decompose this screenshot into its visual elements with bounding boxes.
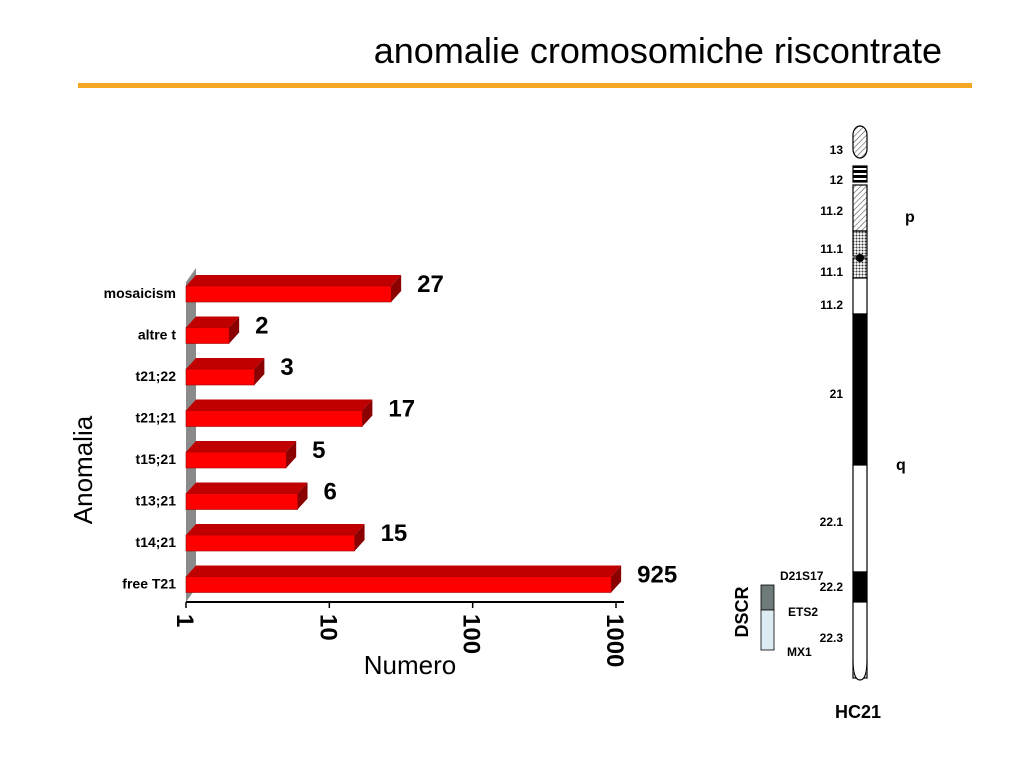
band-label: 13	[830, 143, 844, 157]
bar-top	[186, 399, 373, 411]
bar-side	[611, 565, 622, 593]
bar	[185, 451, 287, 469]
chromosome-band	[852, 313, 868, 466]
category-label: free T21	[122, 576, 176, 592]
chromosome-band	[852, 277, 868, 315]
data-label: 17	[388, 396, 415, 423]
category-label: t21;21	[136, 410, 177, 426]
bar	[185, 285, 392, 303]
data-label: 5	[312, 437, 325, 464]
band-label: 22.2	[820, 580, 844, 594]
chromosome-band	[852, 230, 868, 257]
data-label: 3	[280, 354, 293, 381]
data-label: 2	[255, 313, 268, 340]
bar-top	[186, 565, 622, 577]
bar	[185, 493, 298, 510]
category-label: mosaicism	[104, 285, 176, 301]
bar-side	[229, 316, 240, 344]
bar	[185, 327, 230, 344]
data-label: 925	[637, 562, 677, 589]
bar	[185, 368, 255, 386]
band-label: 21	[830, 387, 844, 401]
category-label: t14;21	[136, 534, 177, 550]
axis-wall	[186, 268, 196, 602]
bar-side	[362, 399, 373, 427]
bar-top	[186, 524, 365, 535]
bar-top	[186, 482, 308, 494]
band-label: 11.2	[820, 298, 843, 312]
bar	[185, 534, 355, 552]
chromosome-band	[852, 165, 868, 183]
bar-side	[254, 358, 265, 385]
bar-side	[297, 482, 308, 510]
band-label: 22.1	[820, 515, 844, 529]
bar-top	[186, 316, 240, 328]
x-tick-label: 10	[314, 614, 341, 641]
bar-side	[354, 524, 365, 551]
dscr-region-dark	[760, 584, 775, 611]
marker-label: MX1	[787, 645, 812, 659]
bar	[185, 410, 363, 427]
data-label: 6	[324, 479, 337, 506]
data-label: 27	[417, 271, 444, 298]
band-label: 22.3	[820, 631, 844, 645]
centromere	[856, 254, 864, 262]
category-label: altre t	[138, 327, 176, 343]
y-axis-title: Anomalia	[68, 415, 98, 524]
bar-top	[186, 358, 265, 369]
x-tick-label: 1	[171, 614, 198, 627]
arm-label-p: p	[905, 209, 915, 226]
x-tick-label: 100	[458, 614, 485, 654]
bar-top	[186, 441, 297, 452]
bar	[185, 576, 612, 593]
chromosome-band	[852, 184, 868, 232]
chromosome-name: HC21	[835, 702, 881, 722]
x-tick-label: 1000	[601, 614, 628, 667]
band-label: 12	[830, 173, 844, 187]
slide-title: anomalie cromosomiche riscontrate	[373, 30, 942, 71]
category-label: t21;22	[136, 368, 177, 384]
bar-side	[286, 441, 297, 468]
category-label: t13;21	[136, 493, 177, 509]
bar-top	[186, 275, 402, 286]
marker-label: D21S17	[780, 569, 824, 583]
marker-label: ETS2	[788, 605, 818, 619]
dscr-label: DSCR	[732, 586, 752, 637]
category-label: t15;21	[136, 451, 177, 467]
data-label: 15	[381, 520, 408, 547]
chromosome-band	[852, 125, 868, 159]
band-label: 11.2	[820, 204, 843, 218]
arm-label-q: q	[896, 457, 906, 474]
band-label: 11.1	[820, 265, 843, 279]
chromosome-band	[852, 464, 868, 573]
dscr-region-light	[760, 609, 775, 651]
chromosome-band	[852, 571, 868, 603]
band-label: 11.1	[820, 242, 843, 256]
bar-side	[391, 275, 402, 302]
title-underline	[78, 83, 972, 88]
x-axis-title: Numero	[364, 650, 456, 680]
chromosome-end-cap	[852, 659, 868, 681]
